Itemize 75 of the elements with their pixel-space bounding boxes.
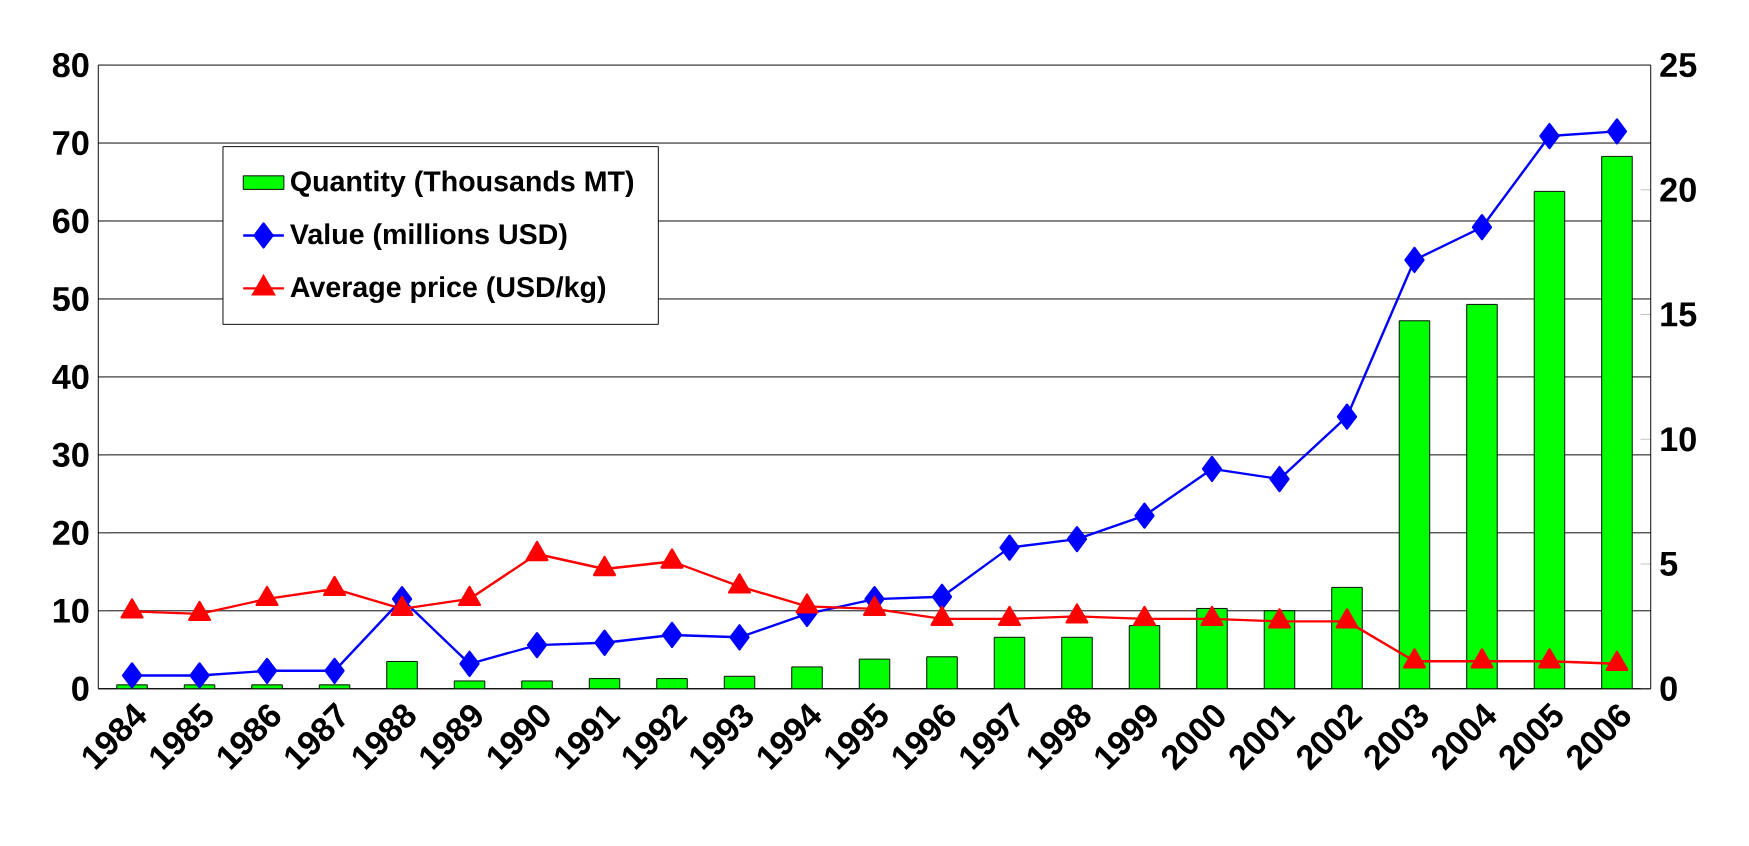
point (594, 629, 615, 656)
point (188, 600, 212, 622)
point (458, 585, 482, 607)
point (660, 548, 684, 569)
point (1606, 118, 1628, 145)
bar (1061, 636, 1093, 689)
y-tick-label: 50 (52, 286, 89, 312)
point (459, 650, 480, 677)
point (1537, 648, 1561, 669)
point (323, 575, 347, 597)
y2-tick-label: 15 (1661, 302, 1697, 327)
point (1200, 605, 1224, 627)
point (1134, 502, 1155, 529)
bar (858, 658, 891, 689)
point (1539, 122, 1560, 150)
y-tick-label: 30 (52, 442, 89, 468)
point (1402, 648, 1426, 669)
bar (791, 666, 823, 689)
bar (251, 684, 283, 689)
point (593, 555, 617, 577)
legend-label: Value (millions USD) (290, 223, 567, 251)
y2-tick-label: 0 (1660, 676, 1677, 701)
point (324, 657, 345, 684)
point (1065, 603, 1089, 624)
point (1066, 525, 1088, 553)
point (999, 534, 1020, 561)
y2-tick-label: 20 (1660, 177, 1696, 202)
point (661, 621, 683, 649)
point (1201, 455, 1223, 482)
point (998, 605, 1022, 627)
point (1471, 214, 1493, 241)
bar (656, 678, 688, 689)
point (729, 624, 750, 651)
bar (386, 660, 418, 689)
legend-label: Quantity (Thousands MT) (291, 170, 634, 198)
point (1404, 246, 1425, 274)
point (189, 662, 210, 689)
bar (723, 675, 756, 689)
y-tick-label: 60 (52, 208, 89, 234)
point (1336, 403, 1358, 430)
legend-label: Average price (USD/kg) (290, 276, 606, 303)
point (390, 595, 414, 617)
y-tick-label: 70 (53, 130, 89, 156)
y-tick-label: 40 (52, 364, 89, 390)
bar (588, 678, 621, 689)
point (255, 585, 279, 607)
y-tick-label: 20 (52, 520, 89, 545)
point (256, 657, 278, 684)
point (795, 593, 819, 614)
point (120, 598, 144, 619)
y-tick-label: 10 (53, 598, 89, 623)
point (1470, 648, 1494, 669)
point (1267, 608, 1291, 629)
point (1132, 605, 1156, 627)
bar (993, 636, 1026, 689)
bar (318, 684, 351, 689)
point (525, 540, 549, 562)
point (1335, 608, 1359, 629)
y2-tick-label: 10 (1661, 427, 1696, 452)
y2-tick-label: 25 (1660, 52, 1697, 78)
bar (1128, 625, 1161, 689)
y-tick-label: 0 (72, 676, 89, 701)
point (931, 583, 953, 610)
y-tick-label: 80 (52, 52, 89, 78)
point (728, 573, 752, 594)
point (930, 605, 954, 627)
bar (521, 680, 553, 689)
point (121, 662, 143, 689)
y2-tick-label: 5 (1660, 552, 1678, 576)
point (1269, 465, 1290, 493)
point (1605, 650, 1629, 671)
bar (926, 656, 958, 689)
point (863, 595, 887, 617)
point (526, 631, 548, 659)
bar (453, 680, 486, 689)
